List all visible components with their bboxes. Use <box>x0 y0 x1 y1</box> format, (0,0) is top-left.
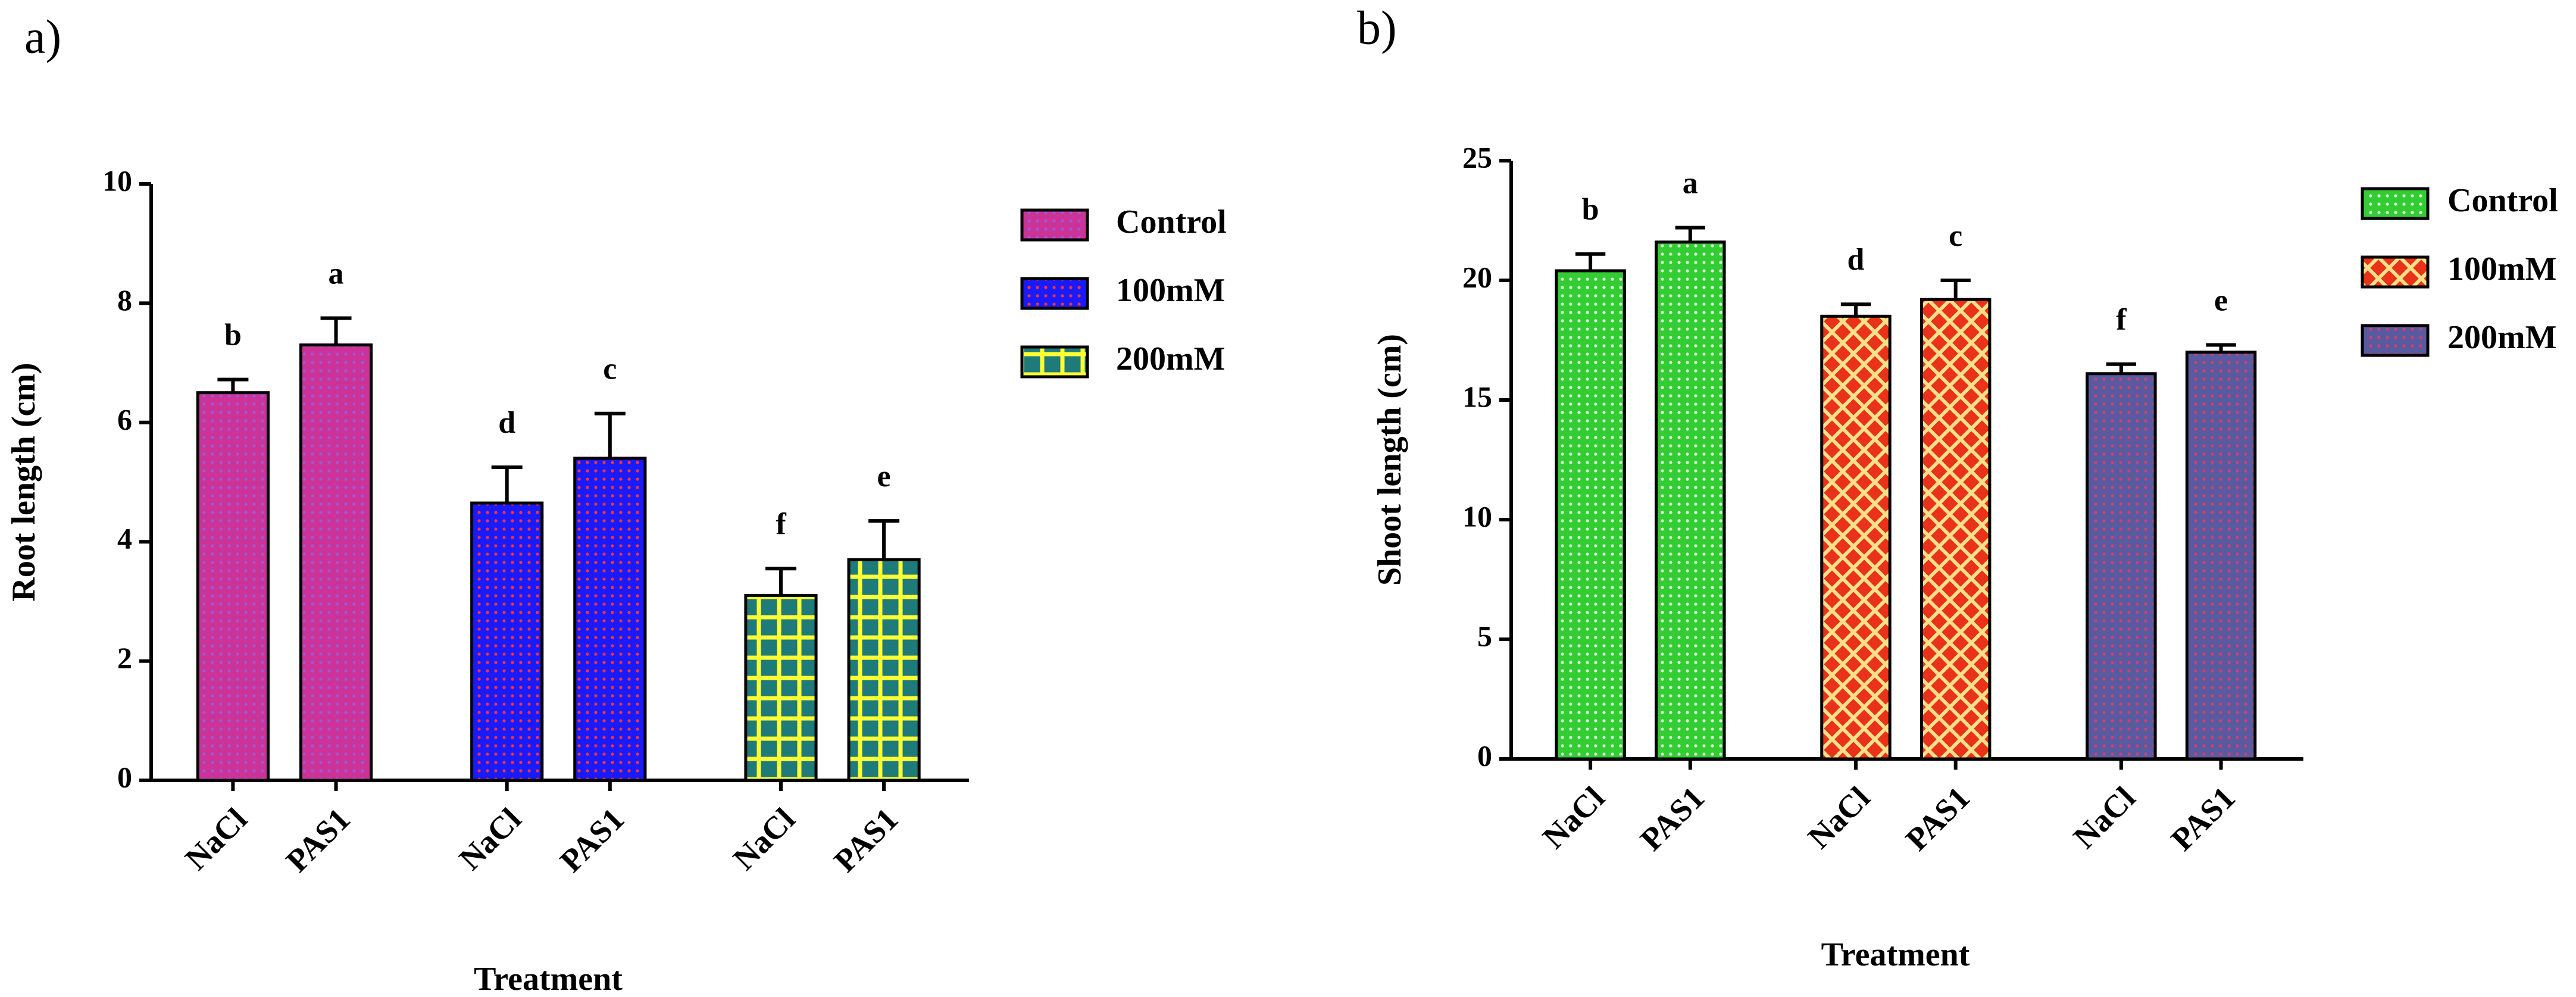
annotation: a <box>1683 166 1698 200</box>
x-tick-label: PAS1 <box>1633 780 1711 858</box>
panel-label: a) <box>24 11 61 63</box>
legend-label: 200mM <box>2447 319 2557 356</box>
error-bar <box>2106 362 2137 374</box>
bar <box>847 558 921 782</box>
bar <box>1920 298 1992 761</box>
y-tick-label: 5 <box>1477 619 1492 652</box>
annotation: a <box>329 257 344 290</box>
annotation: f <box>2116 303 2127 337</box>
y-tick-label: 6 <box>117 402 132 436</box>
x-axis-label: Treatment <box>474 961 623 997</box>
bar <box>2185 351 2257 761</box>
error-bar <box>1675 226 1705 242</box>
x-tick-label: NaCl <box>1536 780 1611 855</box>
annotation: d <box>1847 243 1865 277</box>
annotation: e <box>877 460 891 493</box>
bar <box>1655 240 1726 761</box>
annotation: c <box>1949 219 1962 253</box>
bar <box>2086 372 2157 761</box>
legend-swatch <box>2361 255 2430 289</box>
bar <box>1820 314 1892 761</box>
x-tick-label: PAS1 <box>553 801 631 879</box>
legend-label: Control <box>2447 182 2558 219</box>
annotation: f <box>776 507 786 541</box>
legend-label: 100mM <box>2447 251 2557 287</box>
bar <box>573 457 647 782</box>
annotation: e <box>2214 283 2228 317</box>
error-bar <box>765 567 796 596</box>
x-tick-label: PAS1 <box>827 801 905 879</box>
x-tick-label: NaCl <box>178 801 254 877</box>
x-tick-label: NaCl <box>1801 780 1877 855</box>
annotation: d <box>498 406 515 440</box>
y-axis-label: Root length (cm) <box>5 362 42 601</box>
y-tick-label: 25 <box>1462 140 1492 174</box>
y-tick-label: 10 <box>1462 499 1492 533</box>
bar <box>744 593 818 782</box>
error-bar <box>1575 252 1606 271</box>
y-tick-label: 8 <box>117 283 132 317</box>
legend-label: 100mM <box>1116 272 1226 309</box>
error-bar <box>868 519 900 560</box>
panel-label: b) <box>1357 2 1397 54</box>
x-tick-label: NaCl <box>2067 780 2142 855</box>
legend-swatch <box>1020 345 1089 379</box>
y-axis-label: Shoot length (cm) <box>1371 334 1408 586</box>
error-bar <box>2206 343 2236 352</box>
error-bar <box>594 411 626 458</box>
bar <box>299 343 373 782</box>
y-tick-label: 15 <box>1462 380 1492 413</box>
x-tick-label: NaCl <box>726 801 802 877</box>
error-bar <box>320 316 352 345</box>
legend-swatch <box>1020 277 1089 310</box>
annotation: b <box>224 318 242 352</box>
bar <box>196 391 270 782</box>
legend-label: Control <box>1116 204 1227 240</box>
error-bar <box>491 465 523 504</box>
y-tick-label: 2 <box>117 641 132 674</box>
bar <box>1555 269 1626 761</box>
legend-swatch <box>2361 187 2430 220</box>
annotation: b <box>1582 193 1599 227</box>
x-axis-label: Treatment <box>1821 936 1970 973</box>
x-tick-label: PAS1 <box>1899 780 1977 858</box>
error-bar <box>217 377 249 393</box>
error-bar <box>1840 302 1871 317</box>
y-tick-label: 0 <box>117 760 132 793</box>
error-bar <box>1940 279 1971 300</box>
x-tick-label: PAS1 <box>279 801 357 879</box>
legend-swatch <box>2361 324 2430 357</box>
x-tick-label: NaCl <box>452 801 528 877</box>
y-tick-label: 20 <box>1462 260 1492 293</box>
y-tick-label: 10 <box>102 164 132 197</box>
y-tick-label: 0 <box>1477 739 1492 772</box>
annotation: c <box>603 352 617 386</box>
legend-swatch <box>1020 208 1089 242</box>
legend-label: 200mM <box>1116 340 1226 377</box>
bar <box>470 501 544 782</box>
x-tick-label: PAS1 <box>2164 780 2242 858</box>
y-tick-label: 4 <box>117 522 132 555</box>
